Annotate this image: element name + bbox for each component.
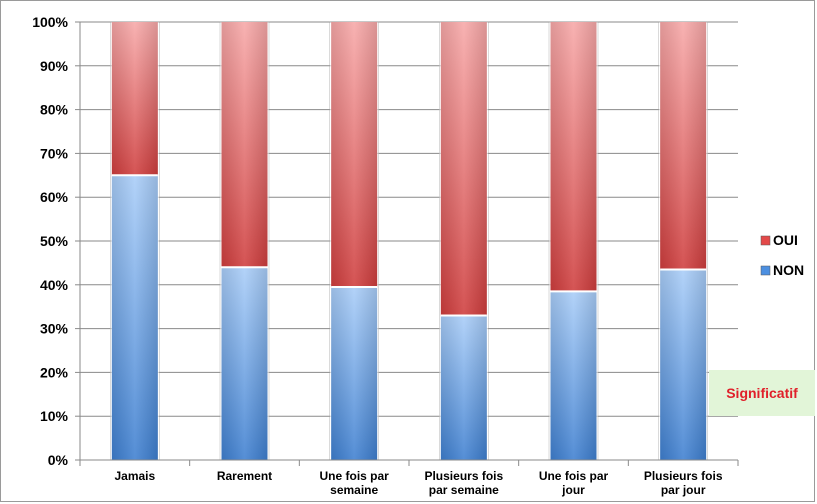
y-tick-label: 50% (40, 233, 69, 249)
x-category-label: semaine (330, 483, 378, 497)
bar-oui-shade (221, 22, 268, 268)
x-category-label: jour (561, 483, 585, 497)
bar-non-shade (660, 269, 707, 460)
bar-oui-shade (331, 22, 378, 287)
bar-oui-shade (440, 22, 487, 316)
legend-label: OUI (773, 232, 798, 248)
legend-swatch (760, 265, 771, 276)
y-tick-label: 10% (40, 408, 69, 424)
x-category-label: Une fois par (539, 469, 609, 483)
y-tick-labels: 0% 10% 20% 30% 40% 50% 60% 70% 80% 90% 100% (32, 14, 68, 468)
y-tick-label: 90% (40, 58, 69, 74)
x-category-label: Une fois par (319, 469, 389, 483)
y-tick-label: 40% (40, 277, 69, 293)
bar-non-shade (111, 175, 158, 461)
x-category-label: Plusieurs fois (424, 469, 503, 483)
x-category-label: Jamais (114, 469, 155, 483)
bar-non-shade (550, 291, 597, 460)
bar-non-shade (440, 315, 487, 460)
y-tick-label: 80% (40, 102, 69, 118)
legend-swatch (760, 235, 771, 246)
annotation-text: Significatif (726, 385, 798, 401)
bar-oui-shade (660, 22, 707, 270)
y-tick-label: 0% (48, 452, 69, 468)
grid-lines (80, 21, 738, 417)
y-tick-label: 100% (32, 14, 68, 30)
x-category-label: par jour (661, 483, 706, 497)
axes (75, 21, 739, 466)
bar-oui-shade (111, 22, 158, 176)
bar-non-shade (221, 267, 268, 460)
x-category-label: par semaine (429, 483, 499, 497)
y-tick-label: 70% (40, 145, 69, 161)
x-category-label: Plusieurs fois (644, 469, 723, 483)
x-category-label: Rarement (217, 469, 272, 483)
legend: OUI NON (760, 232, 804, 278)
bars (110, 21, 708, 461)
annotation-box: Significatif (709, 370, 815, 416)
bar-non-shade (331, 286, 378, 460)
y-tick-label: 30% (40, 321, 69, 337)
x-category-labels: Jamais Rarement Une fois parsemainePlusieu… (114, 469, 722, 497)
legend-label: NON (773, 262, 804, 278)
y-tick-label: 60% (40, 189, 69, 205)
bar-oui-shade (550, 22, 597, 292)
y-tick-label: 20% (40, 364, 69, 380)
